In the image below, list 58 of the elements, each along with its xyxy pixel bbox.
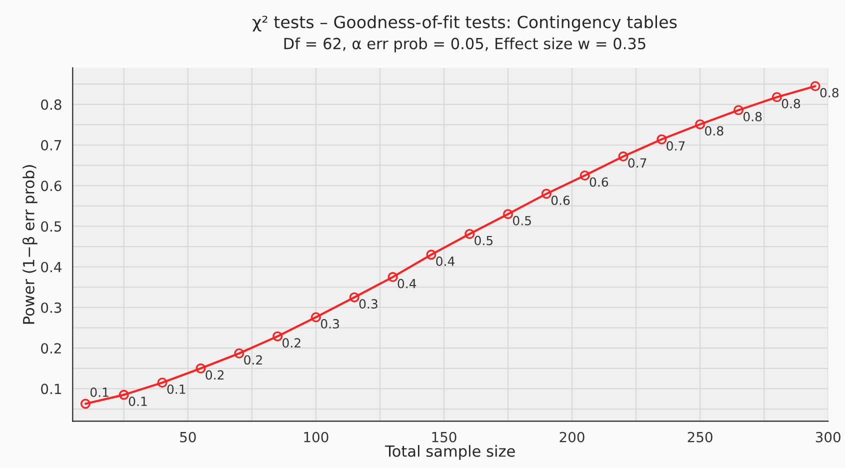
x-axis-title: Total sample size [385,445,515,460]
point [656,134,667,144]
data-label: 0.2 [282,338,300,348]
point [80,398,90,409]
point [272,331,283,342]
point [695,119,706,130]
point [541,188,552,199]
data-label: 0.5 [512,216,531,226]
data-label: 0.8 [782,98,800,108]
y-tick-label: 0.7 [41,140,62,150]
point [772,92,782,102]
x-tick-label: 50 [180,432,196,442]
data-label: 0.6 [590,177,608,187]
data-label: 0.7 [628,158,646,168]
chart-subtitle: Df = 62, α err prob = 0.05, Effect size w = 0.35 [284,38,646,52]
data-label: 0.1 [128,396,147,406]
point [464,228,475,239]
point [580,170,590,180]
x-tick-label: 300 [816,432,840,442]
y-tick-label: 0.2 [41,343,61,354]
point [234,348,244,358]
y-tick-label: 0.6 [41,180,62,192]
point [196,363,206,374]
data-label: 0.7 [666,141,685,151]
data-label: 0.6 [551,196,570,206]
point [503,209,514,220]
data-label: 0.1 [167,384,186,394]
point [733,105,744,116]
data-label: 0.2 [206,370,224,380]
x-tick-label: 100 [304,432,328,442]
data-label: 0.1 [90,388,108,397]
point [349,292,360,302]
data-label: 0.3 [359,299,378,309]
y-tick-label: 0.1 [41,384,61,394]
data-label: 0.8 [743,112,762,122]
data-label: 0.8 [820,88,838,98]
data-label: 0.8 [705,126,724,136]
chart-title: χ² tests – Goodness-of-fit tests: Contingency tables [252,15,677,32]
point [810,81,820,92]
point [388,272,398,282]
x-tick-label: 250 [688,432,712,442]
data-label: 0.5 [474,236,493,246]
x-tick-label: 150 [432,432,456,442]
y-tick-label: 0.5 [41,221,62,232]
y-tick-label: 0.8 [41,99,62,110]
point [618,151,628,162]
y-tick-label: 0.4 [41,262,62,272]
data-label: 0.2 [244,355,262,365]
x-tick-label: 200 [560,432,584,442]
point [310,312,321,322]
data-label: 0.3 [320,319,339,329]
data-label: 0.4 [398,278,416,288]
point [157,378,168,388]
data-label: 0.4 [436,256,455,266]
point [426,250,436,260]
point [118,390,129,400]
y-axis-title: Power (1−β err prob) [22,165,38,324]
y-tick-label: 0.3 [41,302,62,313]
